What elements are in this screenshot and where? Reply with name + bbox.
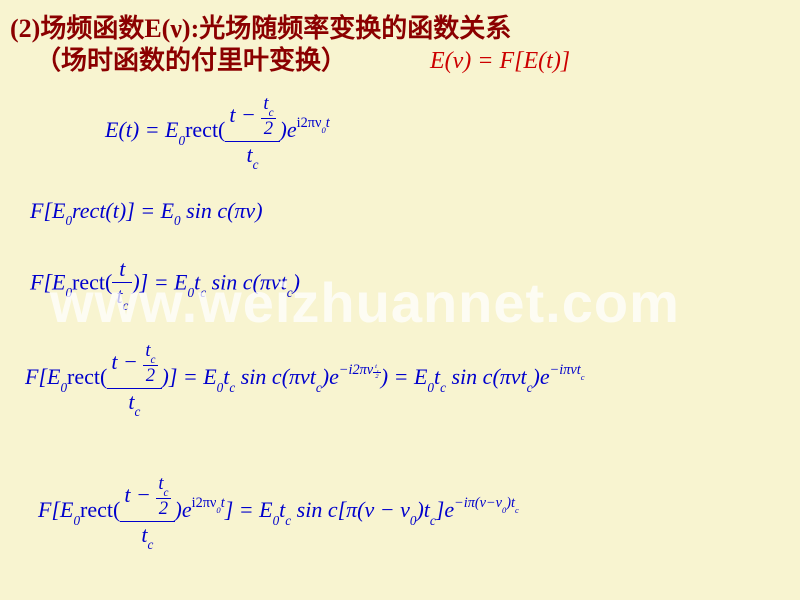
title-line2: （场时函数的付里叶变换） [35,40,347,77]
header-equation: E(ν) = F[E(t)] [430,48,570,75]
formula-5: F[E0rect(t − tc2tc)ei2πν0t] = E0tc sin c… [38,475,519,549]
watermark: www.weizhuannet.com [50,270,680,335]
formula-4: F[E0rect(t − tc2tc)] = E0tc sin c(πνtc)e… [25,342,585,416]
formula-1: E(t) = E0rect(t − tc2tc)ei2πν0t [105,95,330,169]
formula-2: F[E0rect(t)] = E0 sin c(πν) [30,200,263,226]
